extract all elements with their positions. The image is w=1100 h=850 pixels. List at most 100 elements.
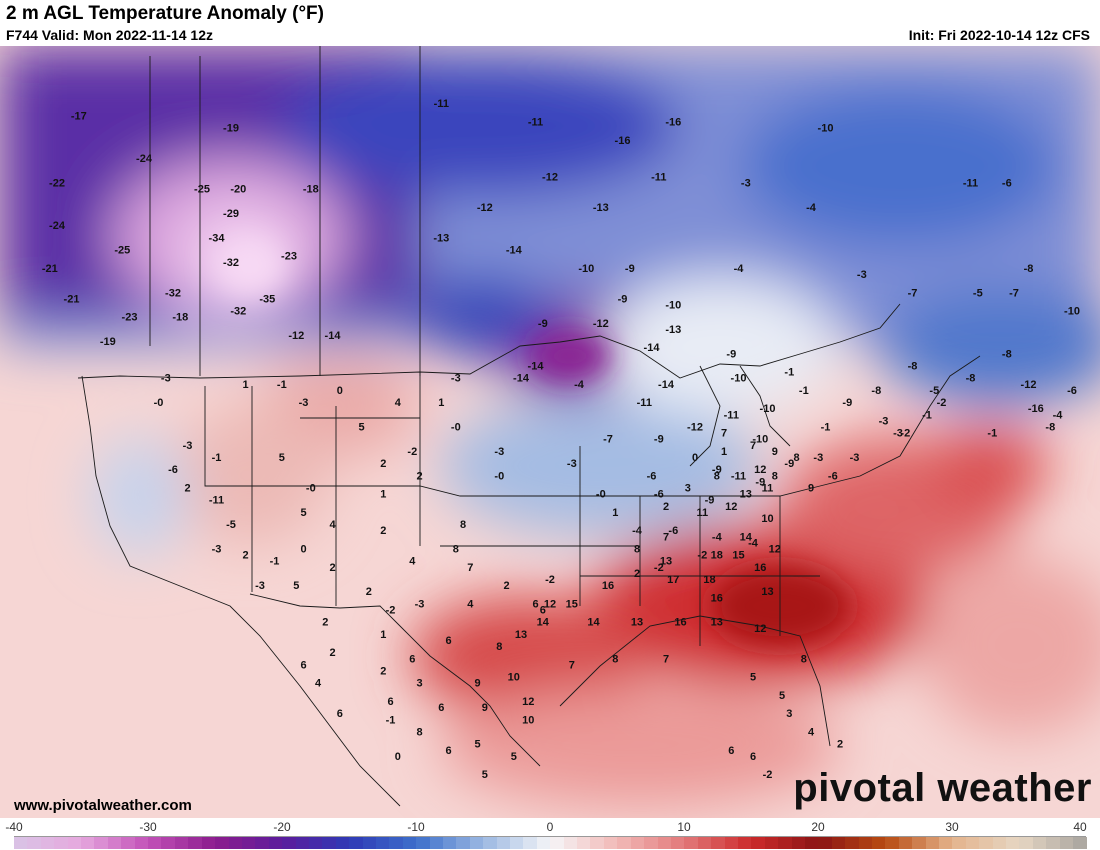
anomaly-value-label: 5 — [511, 751, 517, 763]
anomaly-value-label: 2 — [380, 525, 386, 537]
anomaly-value-label: -4 — [734, 263, 745, 275]
anomaly-value-label: 4 — [315, 678, 322, 690]
anomaly-value-label: -10 — [578, 263, 594, 275]
anomaly-value-label: 1 — [438, 397, 444, 409]
anomaly-value-label: -32 — [230, 306, 246, 318]
legend-swatch — [737, 837, 752, 849]
legend-swatch — [778, 837, 792, 849]
anomaly-value-label: -1 — [386, 714, 396, 726]
temperature-anomaly-map[interactable]: -17 -19 -24 -22 -25 -20 -18 -29 -24 -34 -25 -32 -23-… — [0, 46, 1100, 818]
anomaly-value-label: -14 — [506, 245, 523, 257]
anomaly-value-label: 7 — [569, 659, 575, 671]
anomaly-value-label: -11 — [651, 171, 666, 183]
legend-swatch — [375, 837, 390, 849]
anomaly-value-label: 4 — [467, 598, 474, 610]
anomaly-value-label: 17 — [667, 574, 679, 586]
anomaly-value-label: 2 — [634, 568, 640, 580]
legend-swatch — [483, 837, 497, 849]
anomaly-value-label: -7 — [908, 287, 918, 299]
anomaly-value-label: 8 — [460, 519, 466, 531]
legend-swatch — [563, 837, 578, 849]
anomaly-value-label: 6 — [750, 751, 756, 763]
legend-swatch — [349, 837, 363, 849]
anomaly-value-label: 9 — [808, 483, 814, 495]
anomaly-value-label: -13 — [433, 232, 449, 244]
anomaly-value-label: 13 — [631, 617, 643, 629]
anomaly-value-label: -12 — [1021, 379, 1037, 391]
anomaly-value-label: 2 — [329, 562, 335, 574]
anomaly-value-label: 2 — [242, 550, 248, 562]
legend-swatch — [1059, 837, 1074, 849]
anomaly-value-label: 5 — [482, 769, 488, 781]
legend-swatch — [40, 837, 55, 849]
anomaly-value-label: 11 — [762, 483, 774, 495]
anomaly-value-label: 14 — [740, 531, 753, 543]
anomaly-value-label: 2 — [366, 586, 372, 598]
anomaly-value-label: 6 — [532, 598, 538, 610]
legend-tick-label: -10 — [407, 820, 425, 834]
legend-swatch — [188, 837, 202, 849]
anomaly-value-label: -12 — [477, 202, 493, 214]
legend-swatch — [174, 837, 189, 849]
anomaly-value-label: 10 — [761, 513, 773, 525]
anomaly-value-label: 5 — [750, 672, 756, 684]
anomaly-value-label: 7 — [467, 562, 473, 574]
anomaly-value-label: -11 — [963, 178, 978, 190]
legend-swatch — [617, 837, 631, 849]
legend-swatch — [282, 837, 296, 849]
anomaly-value-label: -20 — [230, 184, 246, 196]
anomaly-labels: -17-19-24-22-25 -20 -18-29-24-34-25-32-23-… — [42, 98, 1080, 781]
website-link[interactable]: www.pivotalweather.com — [14, 797, 192, 814]
anomaly-value-label: -32 — [223, 257, 239, 269]
legend-swatch — [657, 837, 671, 849]
anomaly-value-label: -25 — [194, 184, 210, 196]
anomaly-value-label: 2 — [380, 458, 386, 470]
anomaly-value-label: -6 — [1067, 385, 1077, 397]
anomaly-value-label: -3 — [255, 580, 265, 592]
anomaly-value-label: -6 — [828, 470, 838, 482]
anomaly-value-label: -10 — [818, 123, 834, 135]
anomaly-value-label: -17 — [71, 110, 87, 122]
anomaly-value-label: 15 — [566, 598, 578, 610]
anomaly-value-label: 2 — [837, 739, 843, 751]
anomaly-value-label: -4 — [712, 531, 723, 543]
anomaly-value-label: 5 — [300, 507, 306, 519]
anomaly-value-label: 12 — [725, 501, 737, 513]
legend-swatch — [121, 837, 135, 849]
anomaly-value-label: -21 — [64, 293, 80, 305]
anomaly-value-label: -13 — [593, 202, 609, 214]
anomaly-value-label: -12 — [288, 330, 304, 342]
anomaly-value-label: -4 — [1053, 409, 1064, 421]
anomaly-value-label: 8 — [801, 653, 807, 665]
legend-tick-label: -40 — [5, 820, 23, 834]
anomaly-value-label: -29 — [223, 208, 239, 220]
legend-swatch — [308, 837, 323, 849]
legend-swatch — [1006, 837, 1020, 849]
legend-swatch — [27, 837, 41, 849]
legend-tick-label: 0 — [546, 820, 554, 834]
map-title: 2 m AGL Temperature Anomaly (°F) — [6, 3, 324, 24]
anomaly-value-label: 13 — [660, 556, 672, 568]
anomaly-value-label: -4 — [632, 525, 643, 537]
anomaly-value-label: 1 — [721, 446, 727, 458]
anomaly-value-label: -23 — [122, 312, 138, 324]
legend-swatch — [255, 837, 269, 849]
legend-swatch — [456, 837, 470, 849]
legend-swatch — [952, 837, 966, 849]
anomaly-value-label: -11 — [637, 397, 652, 409]
legend-swatch — [402, 837, 417, 849]
legend-swatch — [536, 837, 551, 849]
anomaly-value-label: 8 — [772, 470, 778, 482]
legend-swatch — [912, 837, 926, 849]
anomaly-value-label: -22 — [49, 178, 65, 190]
legend-swatch — [201, 837, 216, 849]
anomaly-value-label: -24 — [49, 220, 66, 232]
legend-ticks: -40 -30 -20 -10 0 10 20 30 40 — [0, 818, 1100, 836]
anomaly-value-label: -2 — [937, 397, 947, 409]
anomaly-value-label: -2 — [407, 446, 417, 458]
anomaly-value-label: -3 — [161, 373, 171, 385]
anomaly-value-label: -14 — [325, 330, 342, 342]
anomaly-value-label: 2 — [184, 483, 190, 495]
anomaly-value-label: 2 — [322, 617, 328, 629]
anomaly-value-label: -12 — [593, 318, 609, 330]
